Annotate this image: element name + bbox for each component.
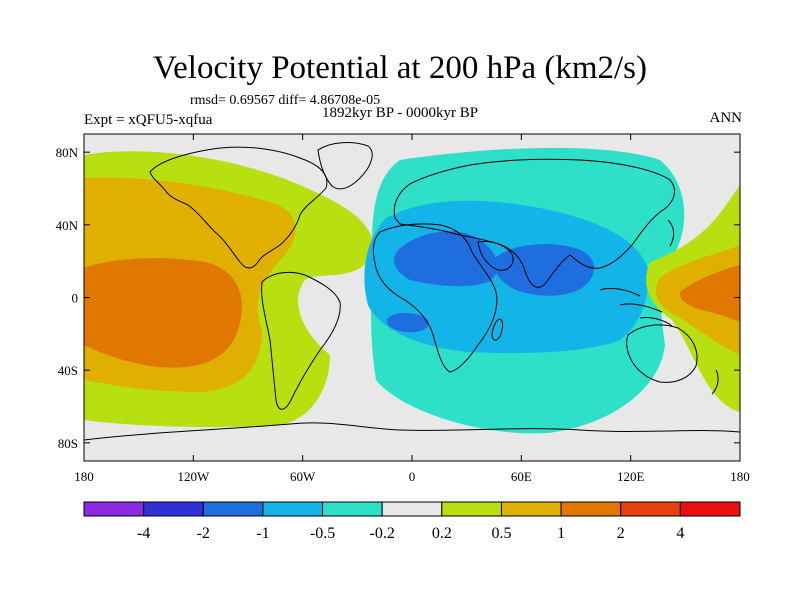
colorbar-swatch (441, 501, 502, 517)
colorbar-swatch (620, 501, 681, 517)
lon-tick-label: 0 (409, 469, 416, 484)
lat-tick-label: 40S (58, 363, 78, 378)
colorbar-swatch (381, 501, 443, 517)
stats-text: rmsd= 0.69567 diff= 4.86708e-05 (190, 93, 381, 108)
coast-arabia (477, 241, 514, 271)
field-level-neg-1 (394, 231, 498, 287)
lon-tick-label: 180 (730, 469, 750, 484)
colorbar: -4 -2 -1 -0.5 -0.2 0.2 0.5 1 2 4 (83, 501, 741, 542)
coast-australia (626, 324, 698, 383)
field-level-neg-1c (386, 312, 429, 333)
coast-madagascar (491, 318, 503, 341)
lon-tick-label: 120E (617, 469, 645, 484)
chart-title: Velocity Potential at 200 hPa (km2/s) (152, 50, 648, 86)
coast-greenland (317, 142, 373, 190)
lat-tick-label: 0 (72, 291, 79, 306)
colorbar-swatch (679, 501, 741, 517)
field-level-2 (84, 258, 242, 368)
colorbar-swatch (202, 501, 264, 517)
lon-axis: 180 120W 60W 0 60E 120E 180 (74, 134, 750, 484)
colorbar-label: -4 (137, 525, 150, 542)
colorbar-swatch (560, 501, 622, 517)
lon-tick-label: 60E (511, 469, 532, 484)
contour-fill-layer (84, 147, 740, 434)
field-level-neg-1b (493, 244, 595, 296)
colorbar-label: 0.5 (491, 525, 511, 542)
lon-tick-label: 180 (74, 469, 94, 484)
coastlines (84, 142, 740, 441)
lon-tick-label: 60W (290, 469, 316, 484)
colorbar-label: -0.5 (310, 525, 335, 542)
coast-indonesia (599, 287, 673, 327)
colorbar-label: 1 (557, 525, 565, 542)
experiment-label: Expt = xQFU5-xqfua (84, 112, 213, 128)
lat-tick-label: 40N (56, 218, 79, 233)
coast-new-zealand (711, 369, 719, 395)
colorbar-label: 0.2 (432, 525, 452, 542)
colorbar-swatch (322, 501, 383, 517)
coast-antarctica (84, 422, 740, 441)
colorbar-label: 4 (676, 525, 684, 542)
colorbar-label: 2 (617, 525, 625, 542)
colorbar-label: -1 (256, 525, 269, 542)
colorbar-label: -2 (197, 525, 210, 542)
lat-tick-label: 80S (58, 436, 78, 451)
coast-japan (667, 219, 675, 247)
coast-south-america (261, 271, 341, 410)
lat-axis: 80N 40N 0 40S 80S (56, 145, 740, 451)
season-label: ANN (709, 110, 743, 126)
colorbar-label: -0.2 (370, 525, 395, 542)
colorbar-swatch (143, 501, 204, 517)
lon-tick-label: 120W (177, 469, 210, 484)
field-level-2-west (679, 265, 740, 322)
colorbar-swatch (500, 501, 562, 517)
coast-north-america (149, 146, 328, 269)
lat-tick-label: 80N (56, 145, 79, 160)
colorbar-swatch (83, 501, 145, 517)
colorbar-swatch (262, 501, 324, 517)
period-subtitle: 1892kyr BP - 0000kyr BP (322, 105, 479, 121)
